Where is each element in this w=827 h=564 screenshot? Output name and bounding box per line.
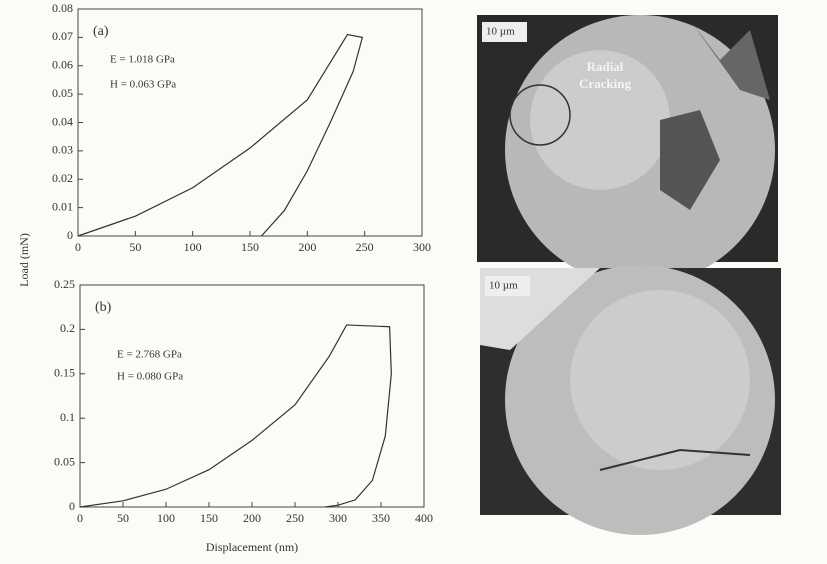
- scale-label: 10 µm: [489, 280, 518, 292]
- y-tick-label: 0.06: [52, 58, 73, 72]
- y-tick-label: 0.25: [54, 277, 75, 291]
- plot-frame: [79, 284, 425, 508]
- x-tick-label: 250: [356, 240, 374, 254]
- sem-image-b: [480, 265, 781, 535]
- annotation: E = 2.768 GPa: [117, 349, 182, 361]
- x-tick-label: 0: [77, 511, 83, 525]
- x-tick-label: 150: [241, 240, 259, 254]
- y-tick-label: 0.07: [52, 29, 73, 43]
- x-tick-label: 50: [129, 240, 141, 254]
- y-tick-label: 0.2: [60, 321, 75, 335]
- image-annotation: Radial: [587, 59, 624, 74]
- y-tick-label: 0.15: [54, 366, 75, 380]
- plot-frame: [77, 8, 423, 237]
- annotation: H = 0.063 GPa: [110, 79, 176, 91]
- load-curve: [77, 33, 364, 237]
- x-tick-label: 300: [413, 240, 431, 254]
- y-tick-label: 0.08: [52, 1, 73, 15]
- y-tick-label: 0: [69, 499, 75, 513]
- x-tick-label: 350: [372, 511, 390, 525]
- y-tick-label: 0.05: [52, 86, 73, 100]
- y-tick-label: 0.03: [52, 143, 73, 157]
- x-tick-label: 100: [157, 511, 175, 525]
- y-tick-label: 0.04: [52, 114, 73, 128]
- x-tick-label: 250: [286, 511, 304, 525]
- annotation: H = 0.080 GPa: [117, 371, 183, 383]
- x-tick-label: 300: [329, 511, 347, 525]
- y-axis-label: Load (mN): [17, 233, 31, 287]
- x-tick-label: 0: [75, 240, 81, 254]
- image-annotation: Cracking: [579, 76, 632, 91]
- y-tick-label: 0.1: [60, 410, 75, 424]
- y-tick-label: 0: [67, 228, 73, 242]
- y-tick-label: 0.01: [52, 199, 73, 213]
- y-tick-label: 0.05: [54, 454, 75, 468]
- annotation: (a): [93, 24, 109, 39]
- x-tick-label: 150: [200, 511, 218, 525]
- scale-label: 10 µm: [486, 26, 515, 38]
- y-tick-label: 0.02: [52, 171, 73, 185]
- x-axis-label: Displacement (nm): [206, 540, 298, 554]
- x-tick-label: 200: [298, 240, 316, 254]
- annotation: E = 1.018 GPa: [110, 54, 175, 66]
- x-tick-label: 200: [243, 511, 261, 525]
- x-tick-label: 50: [117, 511, 129, 525]
- load-curve: [79, 324, 392, 508]
- x-tick-label: 400: [415, 511, 433, 525]
- sem-image-a: [477, 15, 778, 285]
- x-tick-label: 100: [184, 240, 202, 254]
- annotation: (b): [95, 300, 112, 315]
